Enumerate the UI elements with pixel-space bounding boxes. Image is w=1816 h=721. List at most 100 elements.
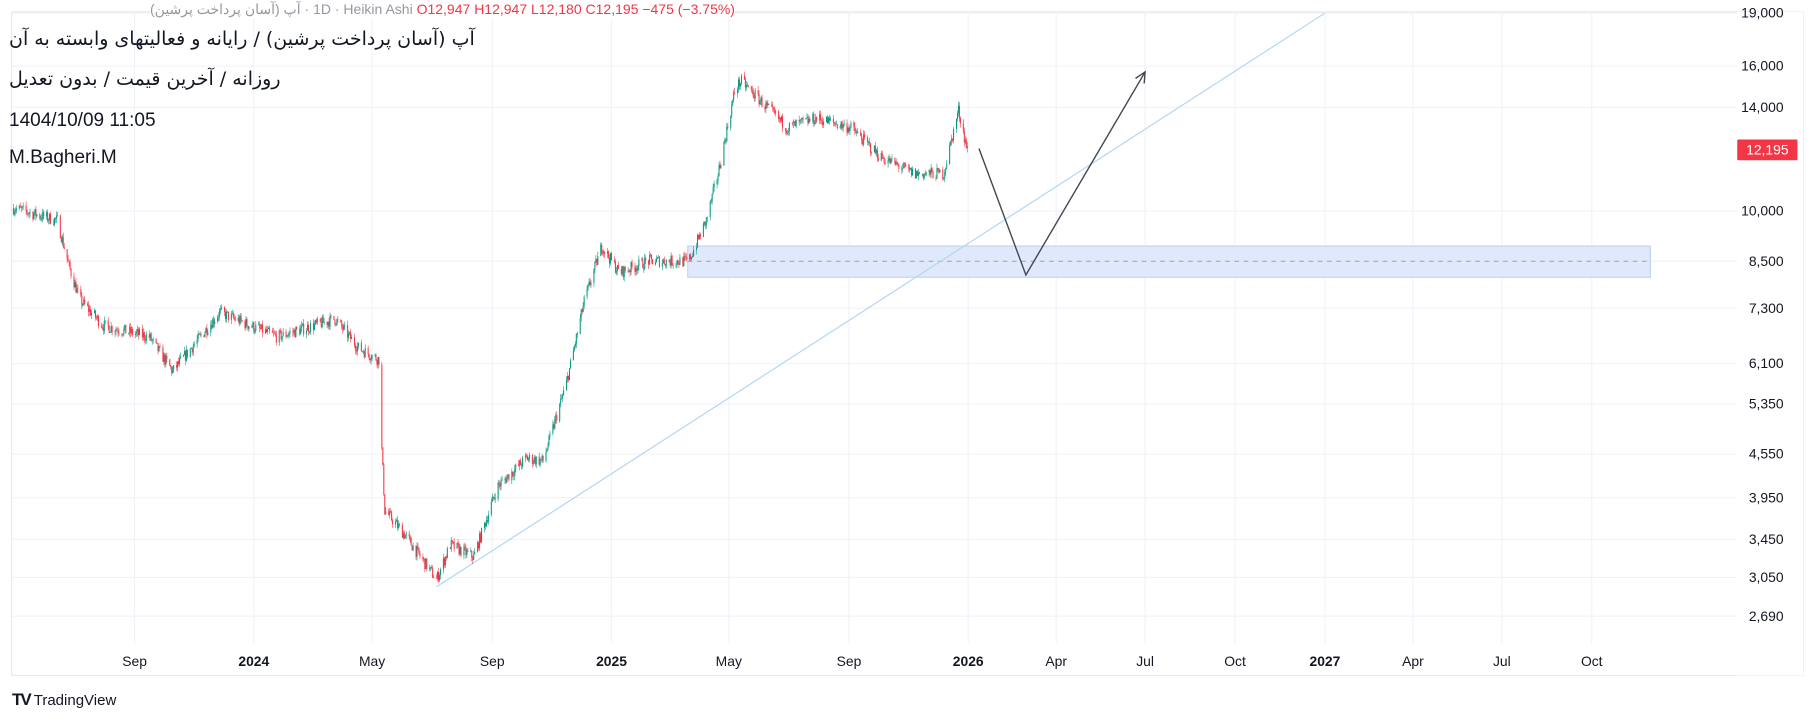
candle-body (739, 83, 742, 87)
candle-body (917, 172, 919, 176)
candle-body (238, 317, 240, 324)
candle (303, 318, 305, 337)
candle (641, 257, 643, 262)
candle-body (554, 418, 556, 429)
candle-body (213, 319, 215, 324)
candle-body (258, 324, 260, 326)
candle (773, 106, 775, 113)
candle-body (579, 317, 581, 334)
candle-body (405, 533, 407, 536)
candle-body (42, 211, 44, 220)
candle (751, 85, 753, 95)
candle-body (849, 127, 851, 132)
candle (183, 346, 185, 356)
candle-body (132, 328, 134, 335)
candle-body (573, 346, 575, 351)
candle-body (275, 334, 277, 343)
candle-body (281, 336, 283, 340)
candle-body (341, 321, 343, 327)
candle-body (450, 540, 452, 549)
candle-body (419, 553, 421, 557)
tradingview-brand[interactable]: TV TradingView (12, 690, 116, 710)
candle (636, 265, 638, 275)
candle-body (942, 169, 944, 179)
candle (532, 459, 534, 466)
candle-body (299, 328, 301, 335)
candle-body (905, 164, 907, 167)
candle (916, 170, 918, 177)
candle-body (696, 234, 699, 248)
candle-body (487, 514, 489, 522)
candle (827, 116, 829, 124)
candle-body (14, 210, 16, 212)
trendline[interactable] (436, 12, 1326, 588)
candle-body (505, 478, 507, 483)
candle-body (758, 94, 760, 105)
candle (96, 314, 98, 322)
candle (814, 120, 816, 126)
candle (508, 474, 510, 482)
candle-body (156, 342, 158, 344)
candle (655, 255, 657, 263)
time-axis[interactable]: Sep 2024 May Sep 2025 May Sep 2026 Apr Jul Oct 2027… (122, 653, 1602, 669)
candle-body (757, 90, 759, 95)
candle-body (525, 455, 528, 457)
candle-body (166, 355, 168, 360)
candle (533, 454, 535, 464)
candle-body (733, 92, 735, 101)
candle-body (401, 524, 403, 538)
price-axis-bg[interactable] (1737, 11, 1804, 676)
candle-body (186, 349, 188, 357)
projection-line[interactable] (978, 71, 1146, 277)
candle-body (813, 113, 815, 125)
candle-body (82, 304, 84, 306)
candle-body (847, 128, 849, 133)
candle (118, 328, 120, 337)
candle-body (36, 214, 38, 217)
candle (521, 462, 523, 470)
candle (768, 103, 770, 105)
candle (391, 510, 393, 522)
price-axis[interactable]: 19,000 16,000 14,000 10,000 8,500 7,300 6,100 5… (1737, 5, 1804, 676)
candle (438, 572, 441, 582)
candle (809, 117, 811, 123)
candle (158, 345, 160, 353)
candle-body (192, 345, 194, 353)
candle (389, 508, 391, 519)
candle (60, 235, 62, 244)
candle-body (542, 455, 544, 461)
candle (224, 308, 226, 323)
candle (261, 324, 263, 330)
trendline-segment[interactable] (436, 12, 1326, 588)
candle (706, 216, 708, 223)
candle-body (190, 348, 192, 349)
candle-body (40, 217, 42, 219)
candle (870, 151, 872, 156)
candle-body (931, 168, 933, 172)
candle (738, 77, 740, 93)
candle-body (189, 348, 191, 357)
candle-body (560, 398, 562, 405)
candle-body (295, 326, 297, 338)
candle-body (89, 308, 91, 312)
candle-body (706, 217, 708, 218)
candle-body (493, 497, 495, 499)
candle (868, 140, 870, 146)
support-zone[interactable] (687, 245, 1651, 278)
candle-body (137, 329, 140, 336)
candle (238, 315, 240, 327)
candle (211, 320, 213, 330)
projection-path[interactable] (978, 70, 1146, 277)
candle (142, 328, 144, 341)
candle (199, 331, 201, 337)
candle-body (350, 332, 352, 339)
candle (14, 207, 16, 216)
candle-body (124, 324, 126, 329)
candle-body (629, 270, 631, 273)
candle-body (343, 325, 345, 330)
candle-body (371, 354, 373, 360)
candle-body (483, 523, 485, 529)
candle (778, 109, 780, 122)
candle-body (279, 330, 281, 332)
